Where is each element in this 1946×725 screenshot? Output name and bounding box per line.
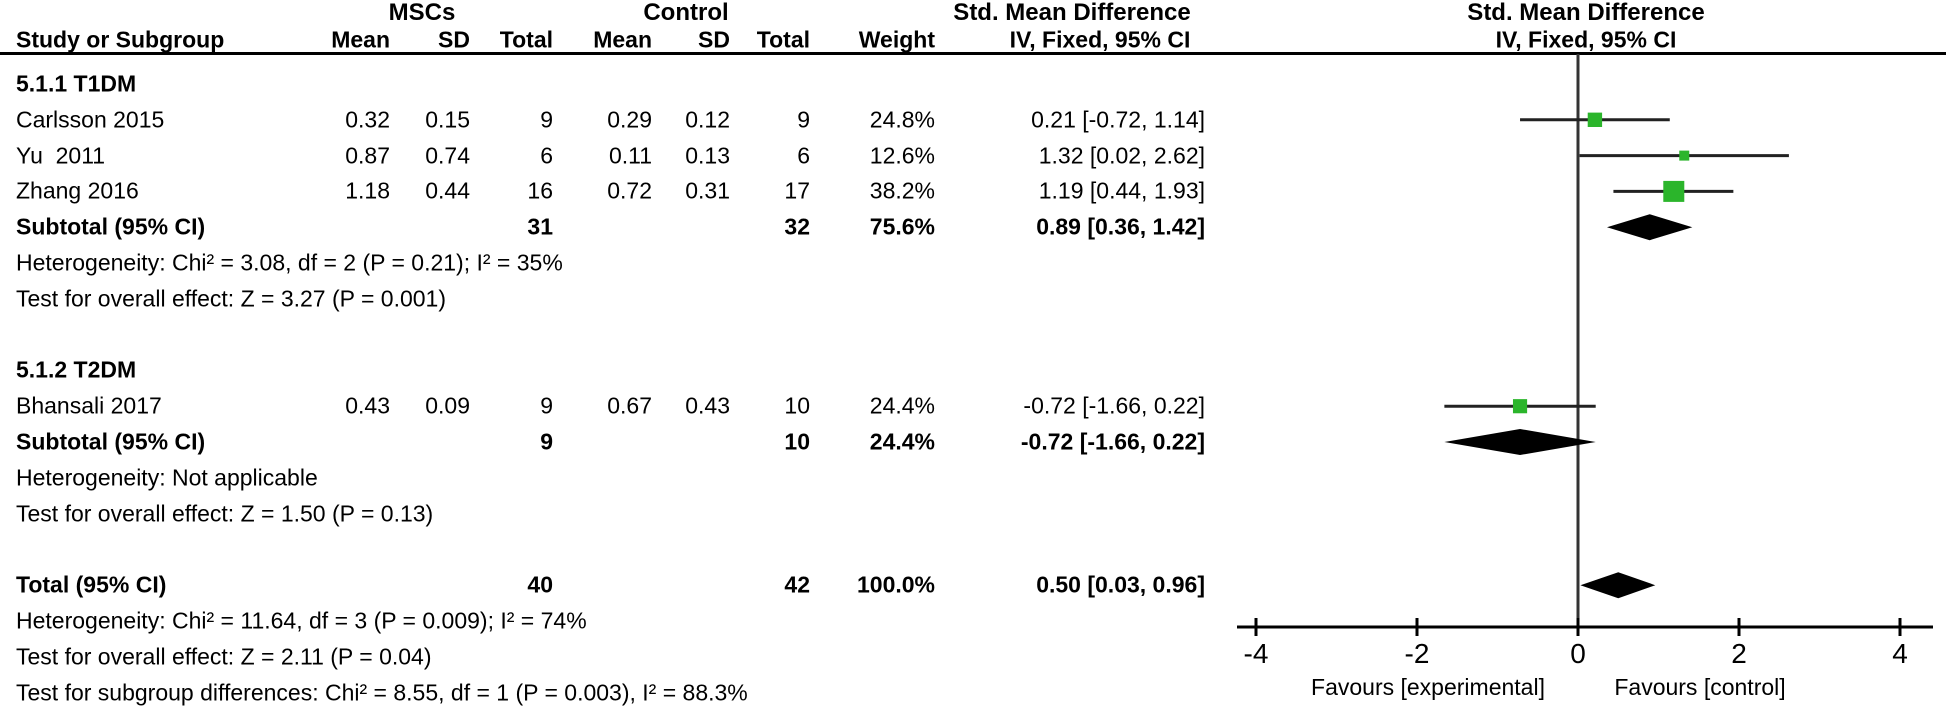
header-smd-text-column: Std. Mean Difference xyxy=(953,0,1191,26)
tick-label: 4 xyxy=(1892,638,1908,669)
effect-square xyxy=(1512,399,1528,414)
cell-mean2: 0.11 xyxy=(608,142,652,169)
stats-note: Test for subgroup differences: Chi² = 8.… xyxy=(16,679,748,706)
cell-weight: 100.0% xyxy=(856,571,935,598)
cell-ci-text: -0.72 [-1.66, 0.22] xyxy=(1023,392,1205,419)
subgroup-label: 5.1.1 T1DM xyxy=(16,70,137,97)
cell-total2: 9 xyxy=(797,106,810,133)
study-label: Carlsson 2015 xyxy=(16,106,165,133)
cell-weight: 75.6% xyxy=(869,213,935,240)
cell-sd1: 0.74 xyxy=(425,142,470,169)
tick-label: -2 xyxy=(1404,638,1430,669)
stats-note: Heterogeneity: Chi² = 3.08, df = 2 (P = … xyxy=(16,249,563,276)
cell-total1: 9 xyxy=(540,106,553,133)
cell-mean1: 1.18 xyxy=(345,177,390,204)
cell-sd2: 0.31 xyxy=(685,177,730,204)
col-header-ci-text: IV, Fixed, 95% CI xyxy=(1009,26,1191,53)
cell-total2: 6 xyxy=(797,142,810,169)
cell-total2: 32 xyxy=(784,213,810,240)
cell-sd2: 0.43 xyxy=(685,392,730,419)
header-group-control: Control xyxy=(643,0,729,26)
study-label: Yu 2011 xyxy=(16,142,106,169)
study-label: Bhansali 2017 xyxy=(16,392,162,419)
cell-total1: 6 xyxy=(540,142,553,169)
cell-sd2: 0.12 xyxy=(685,106,730,133)
header-smd-plot-column: Std. Mean Difference xyxy=(1467,0,1705,26)
cell-total2: 42 xyxy=(784,571,810,598)
cell-mean2: 0.29 xyxy=(607,106,652,133)
stats-note: Test for overall effect: Z = 1.50 (P = 0… xyxy=(16,500,434,527)
col-header-sd-mscs: SD xyxy=(438,26,470,53)
effect-square xyxy=(1587,112,1603,127)
cell-ci-text: 0.50 [0.03, 0.96] xyxy=(1036,571,1205,598)
total-label: Total (95% CI) xyxy=(16,571,167,598)
col-header-ci-plot: IV, Fixed, 95% CI xyxy=(1495,26,1677,53)
cell-mean1: 0.32 xyxy=(345,106,390,133)
cell-total1: 9 xyxy=(540,428,553,455)
col-header-total-control: Total xyxy=(756,26,810,53)
col-header-sd-control: SD xyxy=(698,26,730,53)
cell-total2: 10 xyxy=(784,392,810,419)
cell-weight: 24.4% xyxy=(869,428,935,455)
total-diamond xyxy=(1580,572,1656,599)
cell-mean1: 0.43 xyxy=(345,392,390,419)
cell-sd1: 0.09 xyxy=(425,392,470,419)
cell-total2: 17 xyxy=(784,177,810,204)
cell-weight: 24.4% xyxy=(869,392,935,419)
subgroup-label: 5.1.2 T2DM xyxy=(16,356,137,383)
cell-total1: 31 xyxy=(527,213,553,240)
cell-mean1: 0.87 xyxy=(345,142,390,169)
stats-note: Test for overall effect: Z = 3.27 (P = 0… xyxy=(16,285,446,312)
tick-label: 0 xyxy=(1570,638,1586,669)
favours-left-label: Favours [experimental] xyxy=(1311,674,1545,700)
subtotal-diamond xyxy=(1606,214,1693,241)
cell-total1: 40 xyxy=(527,571,553,598)
col-header-mean-control: Mean xyxy=(593,26,652,53)
cell-ci-text: 1.32 [0.02, 2.62] xyxy=(1038,142,1205,169)
cell-sd1: 0.15 xyxy=(425,106,470,133)
tick-label: -4 xyxy=(1243,638,1269,669)
stats-note: Test for overall effect: Z = 2.11 (P = 0… xyxy=(16,643,432,670)
cell-weight: 38.2% xyxy=(869,177,935,204)
cell-ci-text: 0.21 [-0.72, 1.14] xyxy=(1031,106,1205,133)
cell-ci-text: 1.19 [0.44, 1.93] xyxy=(1038,177,1205,204)
cell-ci-text: 0.89 [0.36, 1.42] xyxy=(1036,213,1205,240)
cell-sd1: 0.44 xyxy=(425,177,470,204)
cell-sd2: 0.13 xyxy=(685,142,730,169)
subtotal-label: Subtotal (95% CI) xyxy=(16,213,206,240)
col-header-study: Study or Subgroup xyxy=(16,26,225,53)
study-label: Zhang 2016 xyxy=(16,177,139,204)
cell-total1: 9 xyxy=(540,392,553,419)
col-header-total-mscs: Total xyxy=(499,26,553,53)
cell-total2: 10 xyxy=(784,428,810,455)
stats-note: Heterogeneity: Chi² = 11.64, df = 3 (P =… xyxy=(16,607,587,634)
cell-mean2: 0.67 xyxy=(607,392,652,419)
col-header-weight: Weight xyxy=(858,26,935,53)
cell-ci-text: -0.72 [-1.66, 0.22] xyxy=(1020,428,1205,455)
effect-square xyxy=(1679,150,1690,161)
cell-weight: 12.6% xyxy=(869,142,935,169)
stats-note: Heterogeneity: Not applicable xyxy=(16,464,318,491)
cell-total1: 16 xyxy=(527,177,553,204)
tick-label: 2 xyxy=(1731,638,1747,669)
effect-square xyxy=(1663,180,1685,202)
subtotal-diamond xyxy=(1444,429,1596,455)
header-group-mscs: MSCs xyxy=(388,0,456,26)
favours-right-label: Favours [control] xyxy=(1614,674,1786,700)
cell-mean2: 0.72 xyxy=(607,177,652,204)
col-header-mean-mscs: Mean xyxy=(331,26,390,53)
subtotal-label: Subtotal (95% CI) xyxy=(16,428,206,455)
cell-weight: 24.8% xyxy=(869,106,935,133)
header-divider xyxy=(0,52,1946,55)
